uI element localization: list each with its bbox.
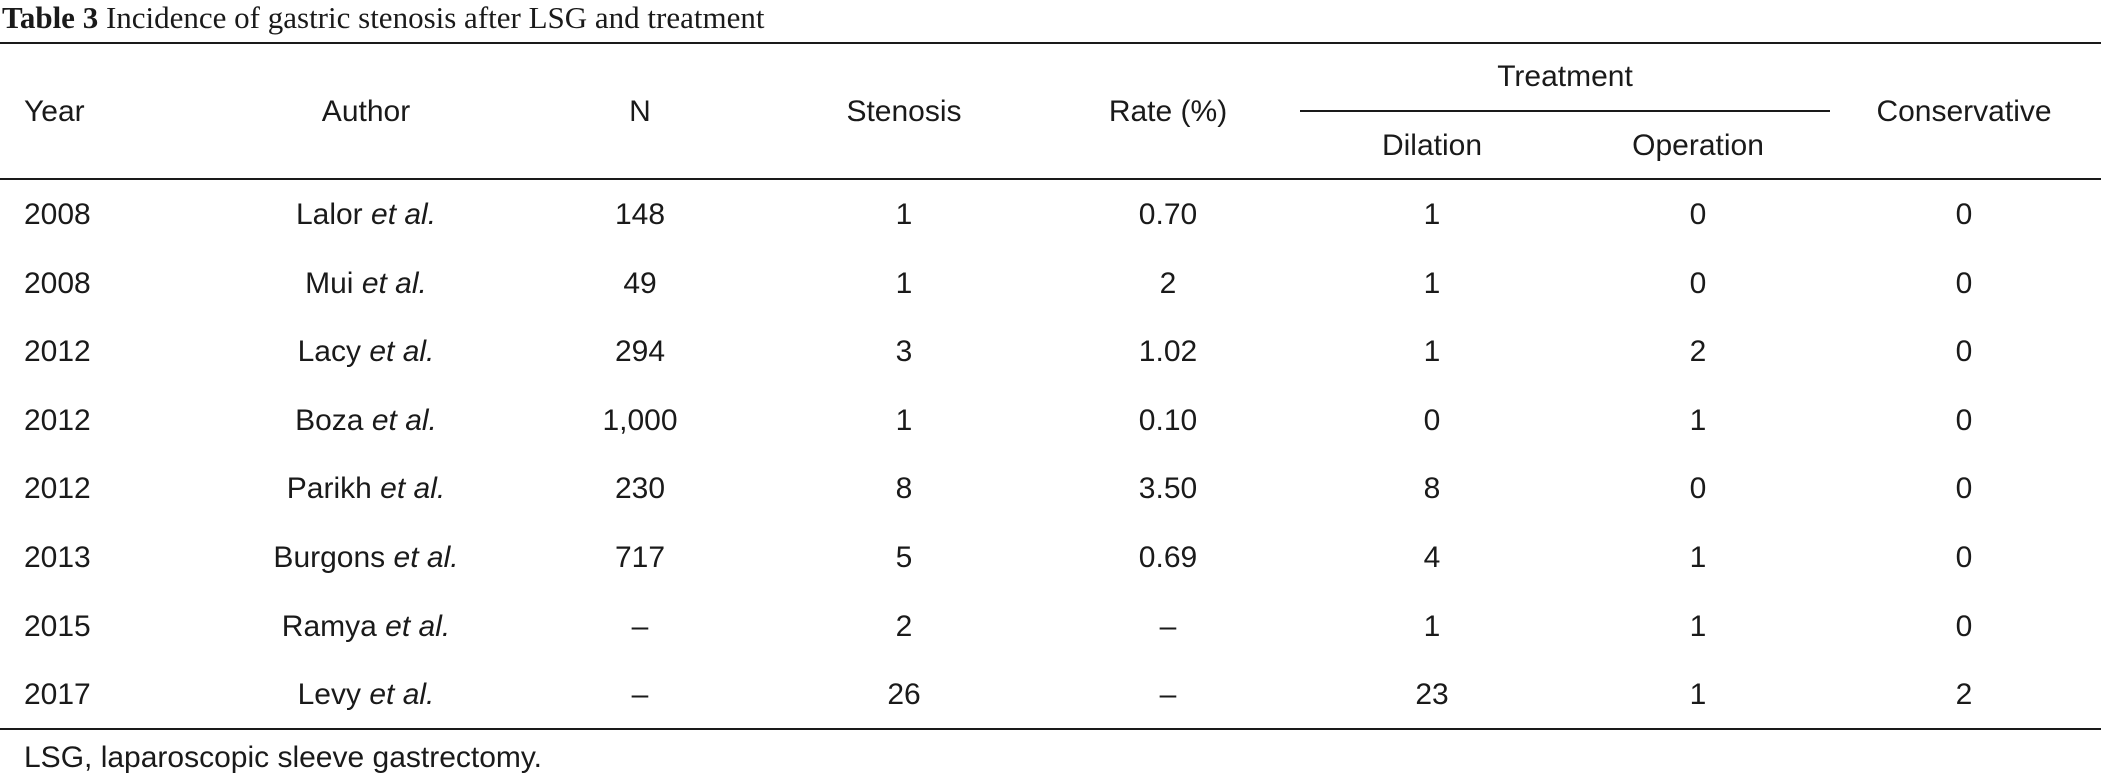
cell-year: 2008 (24, 266, 91, 300)
header-stenosis: Stenosis (846, 95, 962, 128)
cell-stenosis: 5 (895, 541, 913, 574)
cell-n: – (631, 609, 649, 643)
cell-dilation: 1 (1423, 266, 1441, 300)
cell-operation: 2 (1689, 335, 1707, 369)
cell-rate: 2 (1159, 266, 1177, 300)
table-caption: Table 3 Incidence of gastric stenosis af… (2, 0, 764, 36)
cell-operation: 1 (1689, 609, 1707, 643)
cell-dilation: 1 (1423, 198, 1441, 231)
table-header-rule (0, 178, 2101, 180)
cell-conservative: 0 (1955, 472, 1973, 506)
author-name: Levy (297, 678, 361, 712)
cell-stenosis: 1 (895, 198, 913, 231)
cell-dilation: 23 (1415, 678, 1449, 712)
cell-stenosis: 2 (895, 609, 913, 643)
cell-operation: 0 (1689, 198, 1707, 231)
author-name: Lacy (297, 335, 361, 369)
header-dilation: Dilation (1381, 129, 1483, 162)
cell-conservative: 0 (1955, 198, 1973, 231)
cell-year: 2012 (24, 472, 91, 506)
cell-author: Lalor et al. (296, 198, 436, 232)
author-etal: et al. (393, 541, 459, 574)
author-name: Ramya (281, 609, 377, 643)
table-caption-text: Incidence of gastric stenosis after LSG … (105, 0, 765, 35)
cell-year: 2012 (24, 403, 91, 437)
cell-operation: 0 (1689, 266, 1707, 300)
cell-n: 717 (614, 541, 666, 574)
header-n: N (629, 95, 651, 128)
cell-n: – (631, 678, 649, 712)
header-conservative: Conservative (1876, 95, 2052, 128)
header-author: Author (321, 95, 411, 128)
table-bottom-rule (0, 728, 2101, 730)
cell-dilation: 1 (1423, 609, 1441, 643)
cell-dilation: 8 (1423, 472, 1441, 506)
header-treatment: Treatment (1497, 60, 1633, 93)
author-name: Mui (305, 266, 354, 300)
author-etal: et al. (361, 266, 427, 300)
cell-conservative: 0 (1955, 541, 1973, 574)
cell-author: Lacy et al. (298, 335, 435, 369)
cell-year: 2017 (24, 678, 91, 712)
cell-stenosis: 3 (895, 335, 913, 369)
table-top-rule (0, 42, 2101, 44)
cell-year: 2015 (24, 609, 91, 643)
cell-rate: 0.10 (1138, 403, 1198, 437)
table-footnote: LSG, laparoscopic sleeve gastrectomy. (24, 741, 543, 774)
cell-rate: – (1159, 678, 1177, 712)
cell-author: Parikh et al. (287, 472, 445, 506)
cell-n: 148 (614, 198, 666, 231)
cell-author: Levy et al. (298, 678, 435, 712)
author-name: Parikh (286, 472, 372, 506)
author-etal: et al. (371, 403, 437, 437)
cell-dilation: 4 (1423, 541, 1441, 574)
cell-rate: 0.69 (1138, 541, 1198, 574)
cell-year: 2012 (24, 335, 91, 369)
author-name: Burgons (273, 541, 386, 574)
cell-conservative: 2 (1955, 678, 1973, 712)
cell-operation: 1 (1689, 678, 1707, 712)
cell-rate: 3.50 (1138, 472, 1198, 506)
cell-conservative: 0 (1955, 266, 1973, 300)
author-etal: et al. (371, 198, 437, 231)
author-name: Boza (295, 403, 364, 437)
cell-author: Ramya et al. (282, 610, 450, 644)
cell-conservative: 0 (1955, 335, 1973, 369)
cell-dilation: 1 (1423, 335, 1441, 369)
author-etal: et al. (369, 335, 435, 369)
cell-stenosis: 1 (895, 266, 913, 300)
cell-author: Mui et al. (305, 267, 427, 301)
cell-conservative: 0 (1955, 609, 1973, 643)
treatment-span-rule (1300, 110, 1830, 112)
header-year: Year (24, 95, 85, 128)
cell-n: 294 (614, 335, 666, 369)
cell-n: 1,000 (602, 403, 678, 437)
author-name: Lalor (295, 198, 363, 231)
cell-author: Boza et al. (295, 404, 437, 438)
cell-rate: 1.02 (1138, 335, 1198, 369)
cell-conservative: 0 (1955, 403, 1973, 437)
cell-rate: 0.70 (1138, 198, 1198, 231)
author-etal: et al. (369, 678, 435, 712)
cell-author: Burgons et al. (273, 541, 458, 575)
header-rate: Rate (%) (1108, 95, 1228, 128)
cell-operation: 0 (1689, 472, 1707, 506)
cell-operation: 1 (1689, 541, 1707, 574)
table-caption-label: Table 3 (2, 0, 99, 35)
cell-dilation: 0 (1423, 403, 1441, 437)
cell-stenosis: 8 (895, 472, 913, 506)
cell-rate: – (1159, 609, 1177, 643)
cell-year: 2013 (24, 541, 91, 574)
author-etal: et al. (380, 472, 446, 506)
author-etal: et al. (385, 609, 451, 643)
cell-year: 2008 (24, 198, 91, 231)
header-operation: Operation (1632, 129, 1764, 162)
cell-operation: 1 (1689, 403, 1707, 437)
cell-n: 49 (623, 266, 657, 300)
cell-stenosis: 26 (887, 678, 921, 712)
cell-stenosis: 1 (895, 403, 913, 437)
cell-n: 230 (614, 472, 666, 506)
